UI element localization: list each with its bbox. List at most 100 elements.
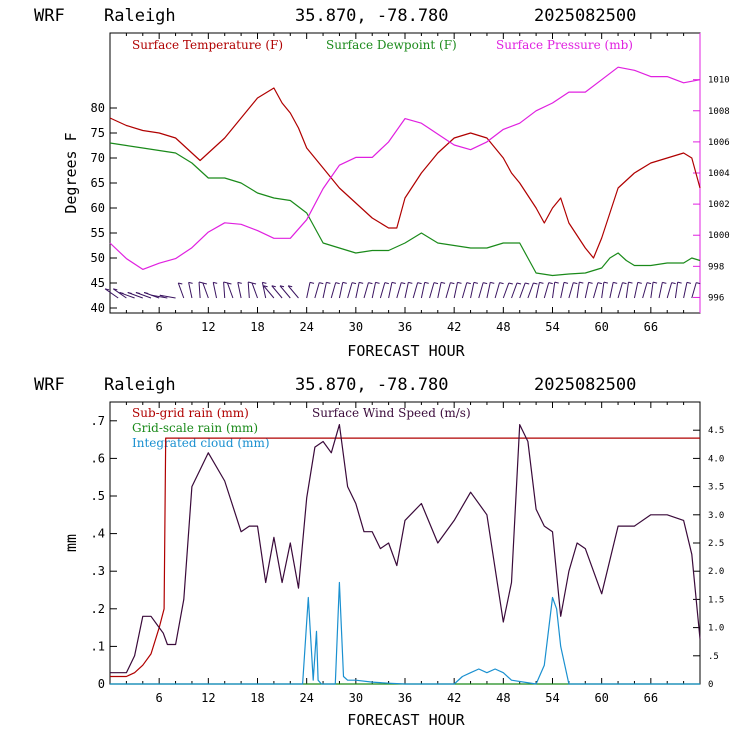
- wind-barb: [306, 282, 311, 299]
- y2-tick-label: 1010: [708, 76, 730, 86]
- panel1-series: [109, 66, 701, 277]
- x-tick-label: 48: [496, 320, 510, 334]
- y2-tick-label: .5: [708, 652, 719, 662]
- wind-barb-flag: [579, 281, 584, 284]
- panel2-title-date: 2025082500: [534, 375, 636, 395]
- legend-subgrid-rain: Sub-grid rain (mm): [132, 406, 249, 420]
- wind-barb: [658, 282, 663, 299]
- wind-barb: [552, 282, 556, 299]
- y2-tick-label: 1006: [708, 138, 730, 148]
- x-tick-label: 6: [156, 320, 163, 334]
- x-tick-label: 42: [447, 320, 461, 334]
- wind-barb: [279, 285, 291, 299]
- wind-barb: [247, 282, 250, 299]
- y-tick-label: 70: [91, 151, 105, 165]
- x-tick-label: 6: [156, 691, 163, 705]
- wind-barb-flag: [113, 288, 118, 291]
- y-tick-label: 50: [91, 251, 105, 265]
- legend-integrated-cloud: Integrated cloud (mm): [132, 436, 270, 450]
- wind-barb: [188, 282, 193, 299]
- wind-barb-flag: [483, 282, 488, 285]
- legend-dewpoint: Surface Dewpoint (F): [326, 38, 457, 52]
- wind-barb-flag: [326, 281, 331, 284]
- wind-barb-flag: [375, 281, 380, 284]
- legend-gridscale-rain: Grid-scale rain (mm): [132, 421, 258, 435]
- wind-barb: [674, 282, 679, 299]
- wind-barb: [445, 282, 451, 299]
- wind-barbs: [104, 281, 701, 299]
- wind-barb-flag: [408, 281, 413, 284]
- x-tick-label: 54: [545, 320, 559, 334]
- wind-barb: [212, 282, 218, 299]
- series-line-sub-grid-rain-mm: [110, 437, 700, 678]
- x-tick-label: 60: [594, 691, 608, 705]
- panel2-title-place: Raleigh: [104, 375, 176, 395]
- panel1-x-ticks: 6 12 18 24 30 36 42 48 54 60 66: [125, 33, 685, 334]
- wind-barb-flag: [159, 294, 164, 297]
- wind-barb-flag: [384, 282, 389, 285]
- x-tick-label: 42: [447, 691, 461, 705]
- wind-barb-flag: [178, 282, 183, 285]
- wind-barb: [347, 282, 353, 299]
- wind-barb: [363, 282, 369, 299]
- panel2-title-coords: 35.870, -78.780: [295, 375, 449, 395]
- wind-barb: [412, 282, 419, 299]
- wind-barb-flag: [450, 282, 455, 285]
- wind-barb-flag: [440, 281, 446, 284]
- wind-barb-flag: [351, 282, 357, 285]
- x-tick-label: 60: [594, 320, 608, 334]
- wind-barb-flag: [202, 282, 207, 285]
- y2-tick-label: 1008: [708, 107, 730, 117]
- wind-barb: [461, 282, 468, 299]
- y2-tick-label: 1.5: [708, 595, 724, 605]
- wind-barb-flag: [213, 281, 218, 284]
- x-tick-label: 30: [349, 691, 363, 705]
- x-tick-label: 24: [299, 320, 313, 334]
- panel1-title-model: WRF: [34, 6, 65, 26]
- legend-wind-speed: Surface Wind Speed (m/s): [312, 406, 471, 420]
- wind-barb-flag: [188, 281, 193, 284]
- y2-tick-label: 4.0: [708, 454, 724, 464]
- y2-tick-label: 1.0: [708, 624, 724, 634]
- wind-barb-flag: [288, 285, 293, 288]
- wind-barb-flag: [573, 282, 578, 285]
- wind-barb-flag: [368, 282, 373, 285]
- wind-barb-flag: [490, 281, 495, 284]
- wind-barb: [592, 282, 599, 299]
- wind-barb-flag: [671, 282, 676, 285]
- wind-barb: [104, 288, 119, 299]
- wind-barb: [486, 282, 491, 299]
- wind-barb: [177, 282, 185, 299]
- y-tick-label: .2: [91, 602, 105, 616]
- x-tick-label: 30: [349, 320, 363, 334]
- y-tick-label: 45: [91, 276, 105, 290]
- wind-barb-flag: [637, 281, 642, 284]
- wind-barb: [666, 282, 673, 299]
- wind-barb: [251, 282, 258, 299]
- wind-barb-flag: [499, 282, 504, 285]
- y-tick-label: .1: [91, 639, 105, 653]
- panel2-title-model: WRF: [34, 375, 65, 395]
- wind-barb-flag: [433, 282, 439, 285]
- wind-barb-flag: [554, 281, 559, 284]
- wind-barb-flag: [135, 292, 141, 295]
- y2-tick-label: 3.5: [708, 483, 724, 493]
- y-tick-label: .3: [91, 564, 105, 578]
- x-tick-label: 66: [644, 320, 658, 334]
- wind-barb: [261, 282, 267, 299]
- wind-barb-flag: [391, 281, 397, 284]
- wind-barb: [371, 282, 377, 299]
- wind-barb-flag: [613, 281, 618, 284]
- x-tick-label: 12: [201, 691, 215, 705]
- legend-pressure: Surface Pressure (mb): [496, 38, 633, 52]
- wind-barb-flag: [473, 281, 479, 284]
- wind-barb-flag: [104, 288, 110, 291]
- wind-barb: [625, 282, 629, 299]
- wind-barb-flag: [223, 281, 228, 284]
- wind-barb-flag: [227, 282, 232, 285]
- wind-barb: [650, 282, 654, 299]
- wind-barb-flag: [646, 282, 652, 285]
- wind-barb: [379, 282, 386, 299]
- x-tick-label: 12: [201, 320, 215, 334]
